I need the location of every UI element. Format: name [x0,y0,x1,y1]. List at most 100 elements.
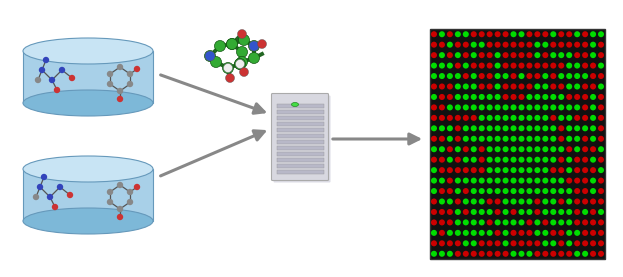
Circle shape [550,125,556,131]
Circle shape [574,240,580,246]
Circle shape [214,40,226,52]
Circle shape [107,199,113,205]
Circle shape [487,230,493,236]
Circle shape [518,42,525,48]
Circle shape [550,94,556,100]
Circle shape [582,115,588,121]
Circle shape [487,146,493,152]
Circle shape [478,52,485,58]
Circle shape [455,125,461,131]
Circle shape [598,52,604,58]
Circle shape [503,73,508,79]
Circle shape [558,240,564,246]
Circle shape [471,209,477,215]
Circle shape [510,230,516,236]
Circle shape [487,42,493,48]
Circle shape [47,194,53,200]
Circle shape [542,136,548,142]
Circle shape [598,136,604,142]
Circle shape [582,63,588,69]
Circle shape [582,230,588,236]
Circle shape [495,157,501,163]
Circle shape [431,157,437,163]
Circle shape [478,188,485,194]
Circle shape [550,104,556,111]
Bar [277,110,323,114]
Circle shape [224,63,232,73]
Circle shape [535,146,540,152]
Circle shape [478,251,485,257]
Circle shape [558,136,564,142]
Circle shape [535,115,540,121]
Circle shape [566,42,573,48]
Circle shape [518,251,525,257]
Circle shape [510,104,516,111]
Circle shape [495,230,501,236]
Circle shape [550,115,556,121]
Circle shape [550,136,556,142]
Circle shape [431,230,437,236]
Circle shape [510,146,516,152]
Circle shape [566,125,573,131]
Circle shape [598,146,604,152]
Circle shape [439,94,445,100]
Circle shape [439,188,445,194]
Circle shape [478,42,485,48]
Circle shape [503,219,508,225]
Circle shape [526,209,533,215]
Circle shape [503,42,508,48]
Circle shape [582,219,588,225]
Circle shape [455,83,461,89]
Circle shape [590,94,596,100]
Circle shape [471,230,477,236]
Circle shape [566,136,573,142]
Circle shape [117,214,123,220]
Circle shape [535,104,540,111]
Circle shape [535,209,540,215]
Circle shape [526,52,533,58]
Circle shape [526,199,533,204]
Circle shape [439,209,445,215]
Circle shape [117,182,123,188]
Circle shape [117,64,123,70]
Circle shape [598,125,604,131]
Circle shape [550,209,556,215]
Circle shape [431,115,437,121]
Circle shape [542,115,548,121]
Circle shape [455,73,461,79]
Circle shape [495,31,501,37]
Circle shape [518,115,525,121]
Circle shape [535,157,540,163]
Circle shape [518,83,525,89]
Circle shape [447,251,453,257]
Circle shape [582,157,588,163]
Circle shape [558,52,564,58]
Circle shape [431,178,437,184]
Circle shape [550,199,556,204]
Circle shape [503,251,508,257]
Circle shape [542,188,548,194]
Circle shape [495,178,501,184]
Circle shape [566,73,573,79]
Circle shape [590,209,596,215]
Circle shape [566,104,573,111]
Circle shape [431,52,437,58]
Circle shape [439,63,445,69]
Circle shape [518,240,525,246]
Circle shape [526,230,533,236]
Circle shape [40,174,47,180]
Circle shape [455,157,461,163]
Circle shape [107,81,113,87]
Circle shape [574,73,580,79]
Circle shape [439,219,445,225]
Circle shape [535,136,540,142]
Circle shape [431,73,437,79]
Circle shape [518,104,525,111]
Circle shape [37,184,43,190]
Circle shape [237,47,247,58]
Circle shape [439,73,445,79]
Circle shape [582,240,588,246]
Circle shape [455,136,461,142]
Circle shape [566,31,573,37]
Circle shape [566,230,573,236]
